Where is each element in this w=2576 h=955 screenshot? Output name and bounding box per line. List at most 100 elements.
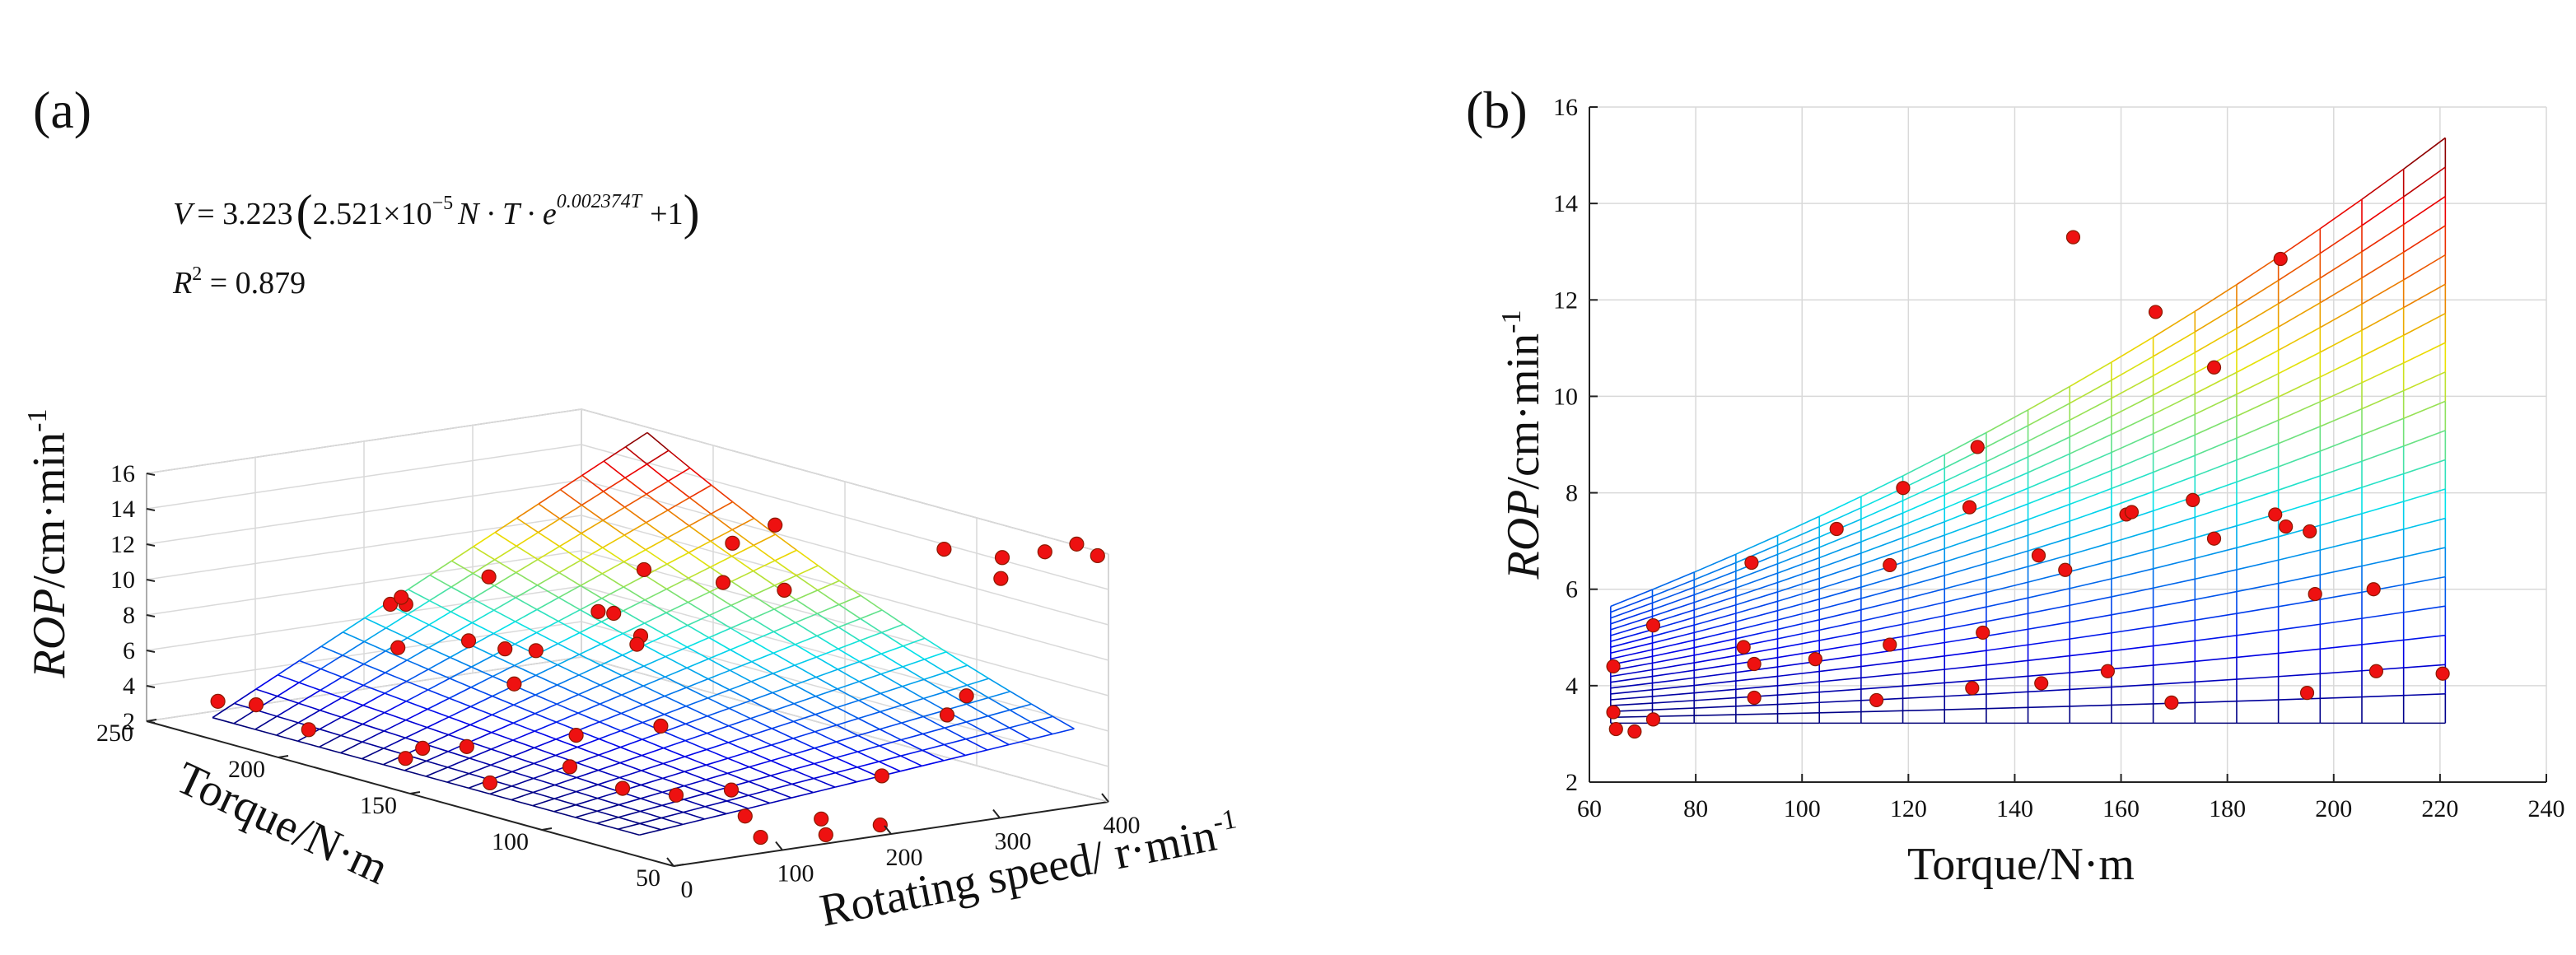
a-mesh-line xyxy=(514,631,537,645)
b-mesh-line xyxy=(1986,613,2028,622)
a-mesh-line xyxy=(859,653,882,663)
a-mesh-line xyxy=(639,829,661,836)
a-mesh-line xyxy=(665,601,688,613)
b-mesh-line xyxy=(2278,549,2321,561)
a-mesh-line xyxy=(987,733,1010,746)
b-mesh-line xyxy=(2028,487,2070,505)
a-data-point xyxy=(715,575,731,590)
b-data-point xyxy=(1883,557,1897,573)
b-mesh-line xyxy=(2195,700,2237,704)
a-speed-tick-label: 300 xyxy=(995,828,1032,855)
a-mesh-line xyxy=(624,493,647,508)
a-mesh-line xyxy=(880,666,903,675)
a-mesh-line xyxy=(857,728,880,737)
b-mesh-line xyxy=(1902,655,1945,663)
a-mesh-line xyxy=(1052,728,1075,735)
b-y-tick-label: 6 xyxy=(1566,576,1578,603)
a-mesh-line xyxy=(533,791,555,799)
a-mesh-line xyxy=(362,672,386,687)
b-mesh-line xyxy=(1610,595,1653,613)
b-mesh-line xyxy=(1818,507,1862,528)
b-mesh-line xyxy=(2153,434,2196,454)
a-mesh-line xyxy=(684,732,707,742)
a-mesh-line xyxy=(750,681,773,694)
a-mesh-line xyxy=(639,817,662,825)
a-mesh-line xyxy=(427,708,450,718)
b-mesh-line xyxy=(1652,624,1695,637)
b-mesh-line xyxy=(1610,702,1653,706)
a-mesh-line xyxy=(493,571,517,587)
b-mesh-line xyxy=(2195,656,2238,663)
a-mesh-line xyxy=(661,811,684,819)
a-mesh-line xyxy=(880,685,903,695)
b-data-point xyxy=(1970,440,1985,454)
a-mesh-line xyxy=(837,706,859,720)
a-data-point xyxy=(768,517,783,533)
b-data-point xyxy=(2303,524,2317,539)
a-mesh-line xyxy=(341,696,364,706)
b-mesh-line xyxy=(2070,650,2112,657)
a-mesh-line xyxy=(603,460,626,478)
a-mesh-line xyxy=(792,753,814,765)
a-mesh-line xyxy=(880,645,903,655)
b-mesh-line xyxy=(1777,526,1820,546)
a-mesh-line xyxy=(966,684,989,699)
a-mesh-line xyxy=(472,559,496,575)
a-mesh-line xyxy=(728,717,751,727)
a-mesh-line xyxy=(532,804,554,813)
a-mesh-line xyxy=(534,738,557,749)
a-mesh-line xyxy=(751,631,774,642)
a-mesh-line xyxy=(666,588,688,603)
a-mesh-line xyxy=(689,467,712,486)
a-mesh-line xyxy=(814,724,838,733)
a-mesh-line xyxy=(707,669,730,680)
b-mesh-line xyxy=(2111,471,2154,490)
b-mesh-line xyxy=(2319,198,2363,230)
a-mesh-line xyxy=(362,723,385,732)
a-mesh-line xyxy=(1009,721,1032,729)
a-mesh-line xyxy=(771,738,794,746)
a-mesh-line xyxy=(794,664,817,678)
b-mesh-line xyxy=(2069,451,2112,472)
b-mesh-line xyxy=(1735,713,1778,715)
a-mesh-line xyxy=(661,817,684,826)
a-mesh-line xyxy=(705,772,728,780)
a-mesh-line xyxy=(383,719,407,732)
b-mesh-line xyxy=(2361,556,2404,567)
a-mesh-line xyxy=(858,681,881,694)
a-speed-tick xyxy=(884,825,892,835)
b-mesh-line xyxy=(2153,372,2196,396)
b-mesh-line xyxy=(1986,503,2028,521)
a-mesh-line xyxy=(426,734,449,746)
b-mesh-line xyxy=(1819,608,1862,621)
a-mesh-line xyxy=(427,716,450,729)
a-mesh-line xyxy=(233,723,256,730)
a-mesh-line xyxy=(429,574,452,588)
a-mesh-line xyxy=(618,810,641,818)
a-mesh-line xyxy=(945,684,968,693)
b-y-tick-label: 12 xyxy=(1553,286,1578,314)
b-data-point xyxy=(2031,548,2046,563)
a-mesh-line xyxy=(684,764,707,773)
a-mesh-line xyxy=(730,649,753,663)
a-mesh-line xyxy=(513,704,535,715)
a-mesh-line xyxy=(1030,733,1053,740)
b-mesh-line xyxy=(2319,356,2363,378)
a-mesh-line xyxy=(687,614,710,627)
a-mesh-line xyxy=(255,688,278,697)
a-mesh-line xyxy=(602,519,625,536)
a-mesh-line xyxy=(319,728,342,737)
b-data-point xyxy=(1606,659,1621,674)
a-mesh-line xyxy=(449,697,471,708)
a-mesh-line xyxy=(709,591,732,607)
a-mesh-line xyxy=(688,484,712,499)
a-z-tick-label: 16 xyxy=(110,460,135,487)
a-mesh-line xyxy=(407,599,430,615)
a-torque-tick-label: 100 xyxy=(492,828,529,855)
b-mesh-line xyxy=(1694,688,1736,694)
a-z-tick xyxy=(146,508,156,511)
b-x-tick-label: 240 xyxy=(2528,795,2565,822)
b-data-point xyxy=(1608,721,1623,737)
a-mesh-line xyxy=(384,711,406,721)
a-mesh-line xyxy=(576,790,598,799)
